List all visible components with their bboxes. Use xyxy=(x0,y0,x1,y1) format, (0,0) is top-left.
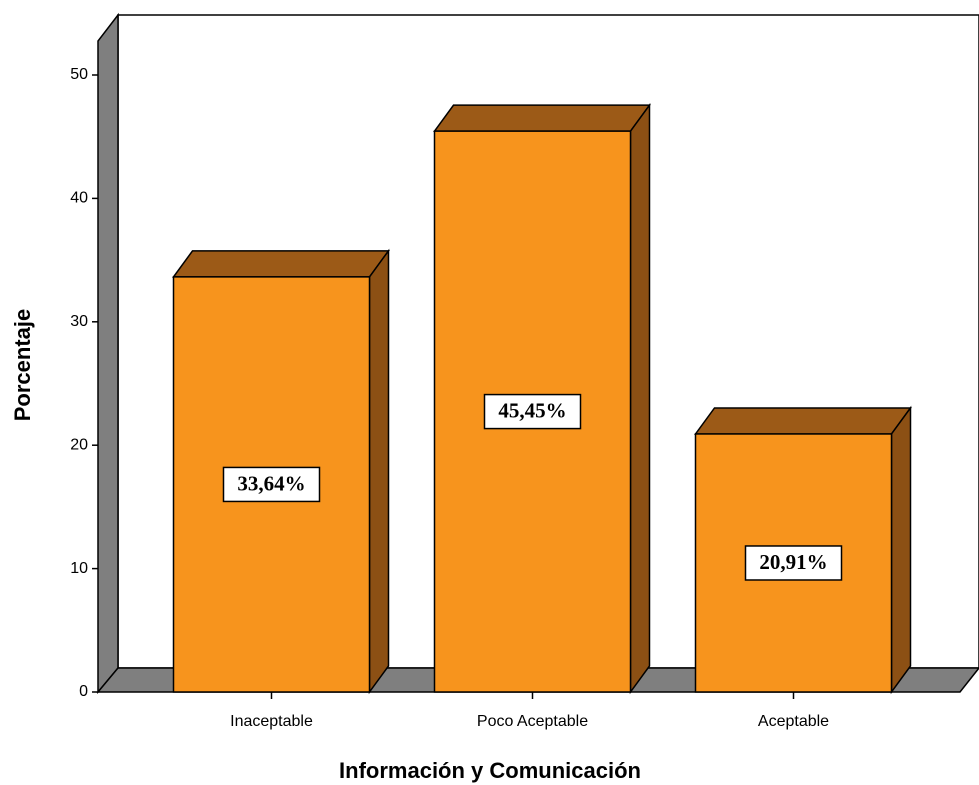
bar-top xyxy=(172,250,390,278)
value-label: 45,45% xyxy=(498,398,566,422)
bar-top xyxy=(694,407,912,435)
value-label: 20,91% xyxy=(759,550,827,574)
value-label-box xyxy=(744,545,843,581)
x-tick-label: Aceptable xyxy=(758,713,829,730)
y-tick-label: 20 xyxy=(70,436,88,453)
y-tick-label: 40 xyxy=(70,190,88,207)
side-wall xyxy=(97,12,119,695)
y-tick-label: 30 xyxy=(70,313,88,330)
x-tick-label: Inaceptable xyxy=(230,713,313,730)
y-tick-label: 50 xyxy=(70,66,88,83)
value-label-box xyxy=(483,393,582,430)
y-axis-label: Porcentaje xyxy=(10,309,35,422)
bar-side xyxy=(890,405,912,695)
y-tick-label: 10 xyxy=(70,560,88,577)
bar-side xyxy=(629,102,651,695)
bar-top xyxy=(433,104,651,132)
x-axis-label: Información y Comunicación xyxy=(339,758,641,783)
value-label-box xyxy=(222,466,321,503)
y-tick-label: 0 xyxy=(79,683,88,700)
value-label: 33,64% xyxy=(237,471,305,495)
plot: 0 10 20 30 40 50 Inaceptable 33,64% Poco Aceptab… xyxy=(70,66,912,730)
bar-side xyxy=(368,248,390,695)
x-tick-label: Poco Aceptable xyxy=(477,713,588,730)
